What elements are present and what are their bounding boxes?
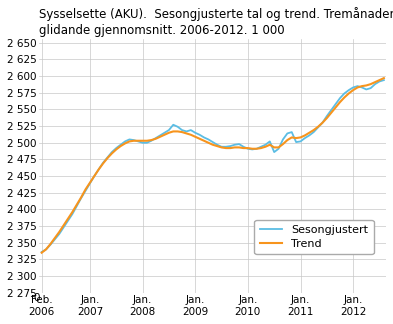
Line: Trend: Trend (42, 78, 384, 253)
Trend (289, 135, 294, 139)
Trend (382, 76, 386, 80)
Trend (39, 251, 44, 255)
Text: 0: 0 (33, 293, 39, 303)
Trend (180, 130, 184, 134)
Sesongjustert (175, 125, 180, 129)
Trend (123, 142, 127, 145)
Sesongjustert (180, 128, 184, 132)
Sesongjustert (382, 78, 386, 82)
Legend: Sesongjustert, Trend: Sesongjustert, Trend (254, 220, 374, 254)
Sesongjustert (237, 142, 241, 146)
Text: Sysselsette (AKU).  Sesongjusterte tal og trend. Tremånaders
glidande gjennomsni: Sysselsette (AKU). Sesongjusterte tal og… (39, 7, 393, 37)
Trend (131, 139, 136, 143)
Sesongjustert (39, 250, 44, 254)
Trend (237, 145, 241, 149)
Trend (175, 130, 180, 133)
Sesongjustert (123, 139, 127, 143)
Line: Sesongjustert: Sesongjustert (42, 80, 384, 252)
Sesongjustert (289, 130, 294, 134)
Sesongjustert (131, 138, 136, 142)
